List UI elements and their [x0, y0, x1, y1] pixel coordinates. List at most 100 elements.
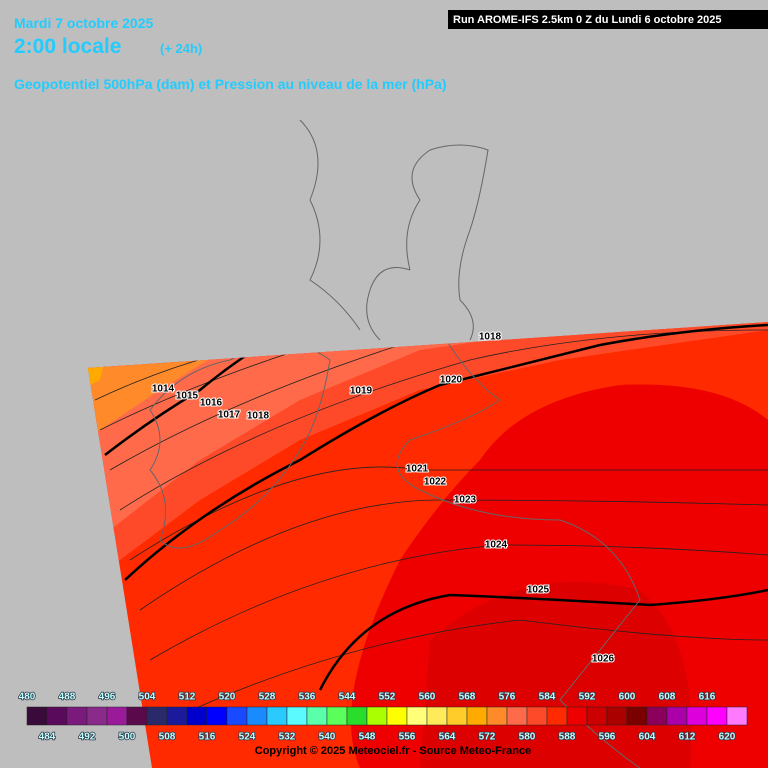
- isobar-label: 1022: [424, 477, 447, 488]
- color-legend: 480 488 496 504 512 520 528 536 544 552 560 568 576 5…: [18, 691, 748, 743]
- legend-label: 604: [639, 732, 656, 743]
- isobar-label: 1026: [592, 654, 615, 665]
- isobar: [129, 466, 768, 561]
- legend-label: 588: [559, 732, 576, 743]
- legend-label: 548: [359, 732, 376, 743]
- color-swatch: [666, 706, 688, 726]
- color-swatch: [466, 706, 488, 726]
- legend-label: 508: [159, 732, 176, 743]
- isobar-labels: 1014 1015 1016 1017 1018 1019 1018 1020 …: [151, 331, 616, 666]
- isobar: [169, 619, 768, 721]
- legend-label: 488: [59, 692, 76, 703]
- legend-label: 520: [219, 692, 236, 703]
- color-swatch: [706, 706, 728, 726]
- isobar-label: 1024: [485, 540, 508, 551]
- legend-label: 516: [199, 732, 216, 743]
- color-swatch: [486, 706, 508, 726]
- legend-label: 592: [579, 692, 596, 703]
- color-swatch: [726, 706, 748, 726]
- color-swatch: [26, 706, 48, 726]
- color-swatch: [626, 706, 648, 726]
- legend-label: 600: [619, 692, 636, 703]
- subtitle: Geopotentiel 500hPa (dam) et Pression au…: [14, 76, 447, 92]
- geopotential-line: [104, 343, 263, 456]
- coastline: [396, 329, 641, 768]
- color-swatch: [246, 706, 268, 726]
- isobar-label: 1025: [527, 585, 550, 596]
- color-swatch: [186, 706, 208, 726]
- color-swatch: [446, 706, 468, 726]
- isobar-label: 1023: [454, 495, 477, 506]
- color-swatch: [386, 706, 408, 726]
- legend-label: 536: [299, 692, 316, 703]
- geopotential-line: [318, 588, 768, 691]
- legend-label: 572: [479, 732, 496, 743]
- legend-label: 568: [459, 692, 476, 703]
- legend-label: 504: [139, 692, 156, 703]
- legend-label: 496: [99, 692, 116, 703]
- color-swatch: [86, 706, 108, 726]
- isobar: [109, 344, 401, 471]
- local-time: 2:00 locale: [14, 35, 121, 58]
- lead-time: (+ 24h): [160, 41, 202, 56]
- run-info: Run AROME-IFS 2.5km 0 Z du Lundi 6 octob…: [453, 14, 722, 26]
- isobar-label: 1018: [247, 411, 270, 422]
- isobar: [119, 329, 768, 511]
- color-swatch: [686, 706, 708, 726]
- legend-label: 556: [399, 732, 416, 743]
- legend-label: 512: [179, 692, 196, 703]
- legend-label: 524: [239, 732, 256, 743]
- color-swatch: [126, 706, 148, 726]
- legend-label: 576: [499, 692, 516, 703]
- isobar-label: 1018: [479, 332, 502, 343]
- isobar-label: 1016: [200, 398, 223, 409]
- color-swatch: [306, 706, 328, 726]
- color-swatch: [586, 706, 608, 726]
- isobar: [149, 544, 768, 661]
- color-swatch: [366, 706, 388, 726]
- coastline: [299, 119, 489, 341]
- legend-label: 612: [679, 732, 696, 743]
- color-swatch: [226, 706, 248, 726]
- color-swatch: [106, 706, 128, 726]
- legend-label: 480: [19, 692, 36, 703]
- color-swatch: [526, 706, 548, 726]
- legend-label: 532: [279, 732, 296, 743]
- legend-label: 620: [719, 732, 736, 743]
- legend-label: 484: [39, 732, 56, 743]
- color-swatch: [46, 706, 68, 726]
- color-swatch: [546, 706, 568, 726]
- legend-label: 616: [699, 692, 716, 703]
- color-swatch: [266, 706, 288, 726]
- date: Mardi 7 octobre 2025: [14, 15, 153, 31]
- geopotential-line: [124, 323, 768, 581]
- isobar-label: 1021: [406, 464, 429, 475]
- copyright: Copyright © 2025 Meteociel.fr - Source M…: [255, 745, 531, 757]
- legend-label: 528: [259, 692, 276, 703]
- color-swatch: [326, 706, 348, 726]
- color-swatch: [146, 706, 168, 726]
- field-576: [88, 322, 768, 560]
- isobar-label: 1015: [176, 391, 199, 402]
- legend-label: 560: [419, 692, 436, 703]
- legend-label: 500: [119, 732, 136, 743]
- legend-label: 552: [379, 692, 396, 703]
- isobar-label: 1017: [218, 410, 241, 421]
- legend-label: 540: [319, 732, 336, 743]
- isobar-label: 1014: [152, 384, 175, 395]
- legend-label: 584: [539, 692, 556, 703]
- color-swatch: [66, 706, 88, 726]
- legend-label: 596: [599, 732, 616, 743]
- legend-label: 608: [659, 692, 676, 703]
- legend-label: 544: [339, 692, 356, 703]
- legend-label: 580: [519, 732, 536, 743]
- isobar: [139, 499, 768, 611]
- color-swatch: [346, 706, 368, 726]
- color-swatch: [606, 706, 628, 726]
- isobar-label: 1019: [350, 386, 373, 397]
- color-swatch: [566, 706, 588, 726]
- color-swatch: [206, 706, 228, 726]
- legend-label: 564: [439, 732, 456, 743]
